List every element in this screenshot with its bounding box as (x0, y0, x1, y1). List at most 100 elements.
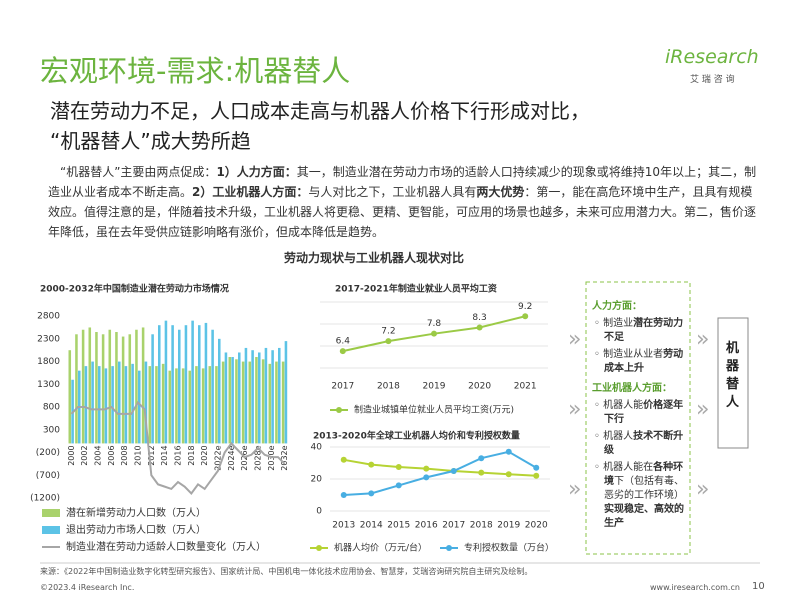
bar (248, 361, 252, 444)
panel-run: 机器人能 (603, 400, 644, 411)
bar (104, 368, 108, 444)
bar (278, 347, 281, 444)
x-tick-label: 2006 (107, 445, 116, 465)
y-tick-label: 300 (43, 425, 60, 435)
point (385, 338, 392, 345)
chart-title: 2017-2021年制造业就业人员平均工资 (335, 283, 497, 295)
bar (141, 327, 145, 444)
point (505, 471, 512, 478)
point (339, 348, 346, 355)
data-label: 6.4 (336, 337, 351, 347)
bar (75, 334, 78, 444)
panel-run: 制造业 (603, 318, 634, 329)
y-tick-label: 1800 (37, 357, 60, 367)
point (395, 482, 402, 489)
bar (224, 352, 228, 444)
bar (228, 357, 232, 444)
legend-swatch (446, 545, 452, 551)
y-tick-label: 40 (311, 443, 323, 453)
point (368, 490, 375, 497)
legend-label: 潜在新增劳动力人口数（万人） (66, 506, 206, 519)
x-tick-label: 2018 (187, 445, 196, 465)
bar (191, 320, 194, 444)
bar (91, 361, 94, 444)
x-tick-label: 2019 (423, 382, 446, 392)
x-tick-label: 2016 (415, 521, 438, 531)
x-tick-label: 2020 (468, 382, 491, 392)
point (478, 469, 485, 476)
point (505, 448, 512, 455)
x-tick-label: 2014 (360, 521, 383, 531)
bar (188, 370, 192, 444)
bar (264, 347, 268, 444)
bar (281, 361, 285, 444)
bar (138, 370, 141, 444)
panel: 人力方面： ◦ 制造业潜在劳动力不足 ◦ 制造业从业者劳动成本上升工业机器人方面： ◦… (592, 300, 686, 531)
panel-run: 制造业从业者 (603, 349, 664, 360)
y-tick-label: 0 (316, 507, 322, 517)
chevron: » (568, 327, 581, 352)
copyright: ©2023.4 iResearch Inc. (40, 583, 135, 592)
panel-item: ◦ 机器人能价格逐年下行 (592, 399, 686, 427)
body-run: ：第一，能在高危环境中生产，且具有规模效应。值得注意的是，伴随着技术升级，工业机… (48, 185, 757, 239)
result-box (717, 317, 749, 449)
x-tick-label: 2032e (280, 445, 289, 470)
body-run: “机器替人”主要由两点促成： (60, 165, 217, 179)
series-line (343, 450, 537, 496)
panel-heading: 人力方面： (592, 301, 642, 312)
bar (101, 334, 105, 444)
bar (218, 338, 221, 444)
bar (244, 347, 248, 444)
x-tick-label: 2020 (200, 445, 209, 465)
bar (151, 334, 154, 444)
bar (201, 368, 205, 444)
bar (251, 350, 254, 444)
panel-run: 各种环境 (604, 462, 684, 487)
bar (195, 366, 198, 444)
point (533, 464, 540, 471)
x-tick-label: 2017 (331, 382, 354, 392)
point (423, 474, 430, 481)
bar (231, 357, 234, 444)
bullet: ◦ (594, 462, 604, 473)
bar (168, 370, 172, 444)
bar (98, 366, 101, 444)
subtitle-line: 潜在劳动力不足，人口成本走高与机器人价格下行形成对比， (50, 99, 590, 123)
panel-run: 价格逐年下行 (604, 400, 684, 425)
result: 机器替人 (726, 341, 740, 410)
panel-heading: 工业机器人方面： (592, 383, 672, 394)
bar (164, 320, 168, 444)
panel-run: 潜在劳动力不足 (604, 318, 684, 343)
point (423, 465, 430, 472)
x-tick-label: 2013 (332, 521, 355, 531)
point (478, 455, 485, 462)
bar (204, 322, 208, 444)
y-tick-label: 1300 (37, 380, 60, 390)
panel-item: ◦ 机器人技术不断升级 (592, 430, 686, 458)
y-tick-label: (200) (36, 448, 60, 458)
chevron: » (696, 477, 709, 502)
bullet: ◦ (594, 431, 604, 442)
series-line (70, 400, 286, 495)
chevron: » (696, 397, 709, 422)
bar (211, 329, 214, 444)
bar (131, 363, 134, 444)
legend-swatch (42, 526, 60, 534)
point (340, 456, 347, 463)
bar (118, 361, 121, 444)
bar (81, 329, 85, 444)
bar (88, 327, 92, 444)
legend-label: 专利授权数量（万台） (464, 542, 554, 554)
body-run: 两大优势 (476, 185, 525, 199)
bar (158, 325, 161, 444)
point (476, 324, 483, 331)
x-tick-label: 2017 (442, 521, 465, 531)
x-tick-label: 2018 (470, 521, 493, 531)
bar (261, 359, 265, 444)
page-number: 10 (752, 581, 765, 592)
url: www.iresearch.com.cn (650, 583, 740, 592)
panel-item: ◦ 制造业潜在劳动力不足 (592, 317, 686, 345)
panel-item: ◦ 制造业从业者劳动成本上升 (592, 348, 686, 376)
body-text: “机器替人”主要由两点促成：1）人力方面：其一，制造业潜在劳动力市场的适龄人口持… (48, 162, 760, 242)
